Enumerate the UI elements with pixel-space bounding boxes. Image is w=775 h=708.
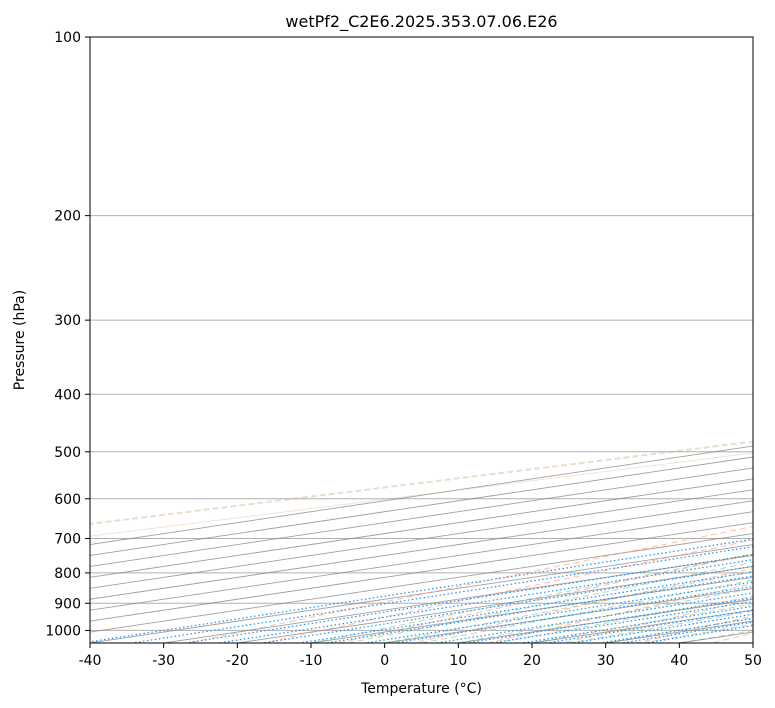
isotherm-line: [90, 467, 753, 567]
y-tick-label: 600: [54, 492, 81, 508]
dry-adiabats: [90, 440, 753, 643]
mixing-ratio-line: [326, 575, 753, 643]
isotherm-line: [90, 522, 753, 622]
plot-area: 0.10.20.40.611.52346810131620253036-100-…: [90, 37, 753, 643]
y-tick-label: 100: [54, 30, 81, 46]
isotherm-line: [90, 533, 753, 633]
mixing-ratio-line: [522, 605, 753, 643]
isotherms: [90, 445, 753, 643]
dry-adiabat-line: [188, 526, 753, 643]
y-tick-label: 700: [54, 532, 81, 548]
x-tick-label: 50: [744, 653, 762, 669]
isotherm-line: [90, 511, 753, 611]
moist-adiabat-line: [495, 595, 753, 643]
y-axis: 100 200 300 400 500 600 700 800 900 1000: [45, 30, 90, 639]
y-tick-label: 200: [54, 209, 81, 225]
x-tick-label: -10: [300, 653, 323, 669]
y-tick-label: 500: [54, 445, 81, 461]
x-tick-label: 0: [380, 653, 389, 669]
y-tick-label: 1000: [45, 623, 81, 639]
isotherm-line: [90, 456, 753, 556]
isotherm-line: [90, 489, 753, 589]
chart-title: wetPf2_C2E6.2025.353.07.06.E26: [285, 12, 557, 32]
mixing-ratio-lines: [90, 538, 753, 643]
y-tick-label: 300: [54, 313, 81, 329]
y-tick-label: 900: [54, 596, 81, 612]
y-tick-label: 800: [54, 566, 81, 582]
mixing-ratio-line: [467, 597, 753, 643]
isotherm-line: [90, 445, 753, 545]
x-tick-label: -20: [226, 653, 249, 669]
plot-frame: [89, 36, 754, 644]
x-tick-label: 10: [449, 653, 467, 669]
y-axis-title: Pressure (hPa): [12, 290, 28, 390]
mixing-ratio-line: [131, 546, 753, 643]
x-tick-label: 40: [670, 653, 688, 669]
x-tick-label: -30: [152, 653, 175, 669]
x-tick-label: 20: [523, 653, 541, 669]
dry-adiabat-line: [263, 539, 753, 643]
mixing-ratio-line: [262, 565, 753, 643]
mixing-ratio-line: [394, 585, 753, 643]
x-axis: -40 -30 -20 -10 0 10 20 30 40 50: [79, 643, 762, 669]
pressure-grid: [90, 37, 753, 631]
moist-adiabat-line: [458, 587, 753, 643]
x-tick-label: 30: [597, 653, 615, 669]
y-tick-label: 400: [54, 387, 81, 403]
isotherm-line: [90, 478, 753, 578]
isotherm-line: [90, 500, 753, 600]
x-tick-label: -40: [79, 653, 102, 669]
x-axis-title: Temperature (°C): [360, 681, 482, 697]
moist-adiabat-line: [421, 579, 753, 643]
moist-adiabats: [310, 553, 753, 643]
